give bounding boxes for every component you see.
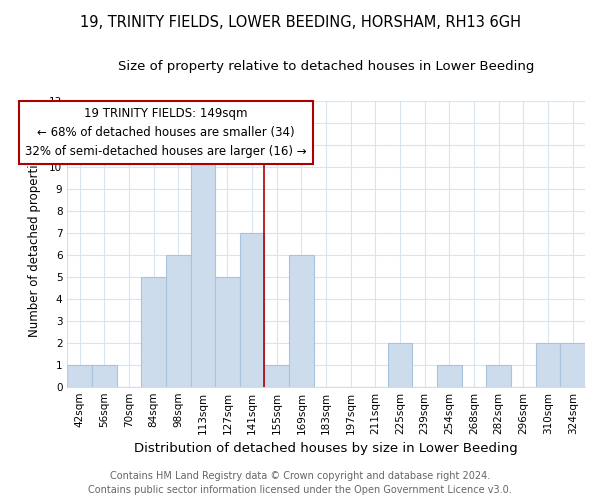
Bar	[67, 364, 92, 386]
Bar	[560, 342, 585, 386]
Bar	[289, 254, 314, 386]
Text: 19, TRINITY FIELDS, LOWER BEEDING, HORSHAM, RH13 6GH: 19, TRINITY FIELDS, LOWER BEEDING, HORSH…	[79, 15, 521, 30]
Bar	[487, 364, 511, 386]
Text: 19 TRINITY FIELDS: 149sqm
← 68% of detached houses are smaller (34)
32% of semi-: 19 TRINITY FIELDS: 149sqm ← 68% of detac…	[25, 107, 307, 158]
Bar	[240, 232, 265, 386]
Y-axis label: Number of detached properties: Number of detached properties	[28, 150, 41, 336]
Bar	[536, 342, 560, 386]
Bar	[437, 364, 462, 386]
Bar	[215, 276, 240, 386]
Bar	[191, 144, 215, 386]
Bar	[265, 364, 289, 386]
Text: Contains HM Land Registry data © Crown copyright and database right 2024.
Contai: Contains HM Land Registry data © Crown c…	[88, 471, 512, 495]
Bar	[92, 364, 116, 386]
X-axis label: Distribution of detached houses by size in Lower Beeding: Distribution of detached houses by size …	[134, 442, 518, 455]
Bar	[141, 276, 166, 386]
Bar	[388, 342, 412, 386]
Title: Size of property relative to detached houses in Lower Beeding: Size of property relative to detached ho…	[118, 60, 535, 73]
Bar	[166, 254, 191, 386]
